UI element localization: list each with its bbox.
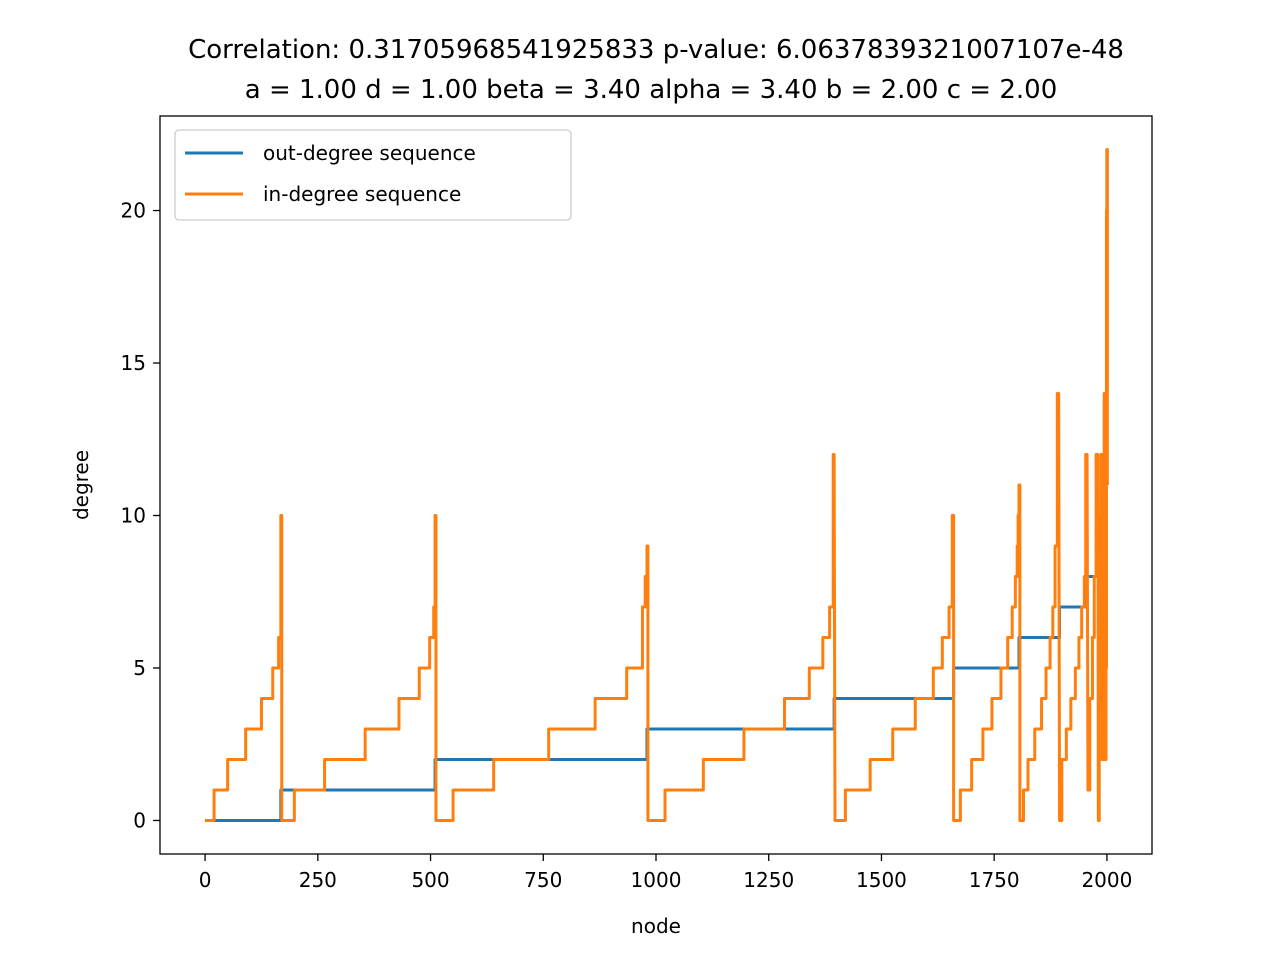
chart-subtitle: a = 1.00 d = 1.00 beta = 3.40 alpha = 3.… <box>245 75 1058 105</box>
y-tick-label: 20 <box>121 199 146 223</box>
x-tick-label: 1250 <box>743 868 794 892</box>
y-axis-label: degree <box>69 450 93 520</box>
y-axis-ticks: 0 5 10 15 20 <box>121 199 160 832</box>
y-tick-label: 15 <box>121 351 146 375</box>
x-tick-label: 750 <box>524 868 562 892</box>
x-tick-label: 1000 <box>631 868 682 892</box>
x-tick-label: 2000 <box>1081 868 1132 892</box>
plot-area-frame <box>159 115 1153 855</box>
legend-box <box>174 129 572 221</box>
series-line-in-degree <box>205 148 1109 822</box>
x-tick-label: 1750 <box>969 868 1020 892</box>
legend: out-degree sequence in-degree sequence <box>174 129 572 221</box>
y-tick-label: 10 <box>121 503 146 527</box>
x-axis-ticks: 0 250 500 750 1000 1250 1500 1750 2000 <box>199 854 1132 892</box>
y-tick-label: 0 <box>133 808 146 832</box>
chart-title: Correlation: 0.31705968541925833 p-value… <box>188 35 1124 65</box>
x-axis-label: node <box>631 914 681 938</box>
x-tick-label: 1500 <box>856 868 907 892</box>
series-line-out-degree <box>205 149 1109 822</box>
y-tick-label: 5 <box>133 656 146 680</box>
legend-label-out-degree: out-degree sequence <box>263 141 476 165</box>
x-tick-label: 500 <box>411 868 449 892</box>
legend-label-in-degree: in-degree sequence <box>263 182 461 206</box>
x-tick-label: 250 <box>299 868 337 892</box>
x-tick-label: 0 <box>199 868 212 892</box>
series-layer <box>205 148 1109 822</box>
